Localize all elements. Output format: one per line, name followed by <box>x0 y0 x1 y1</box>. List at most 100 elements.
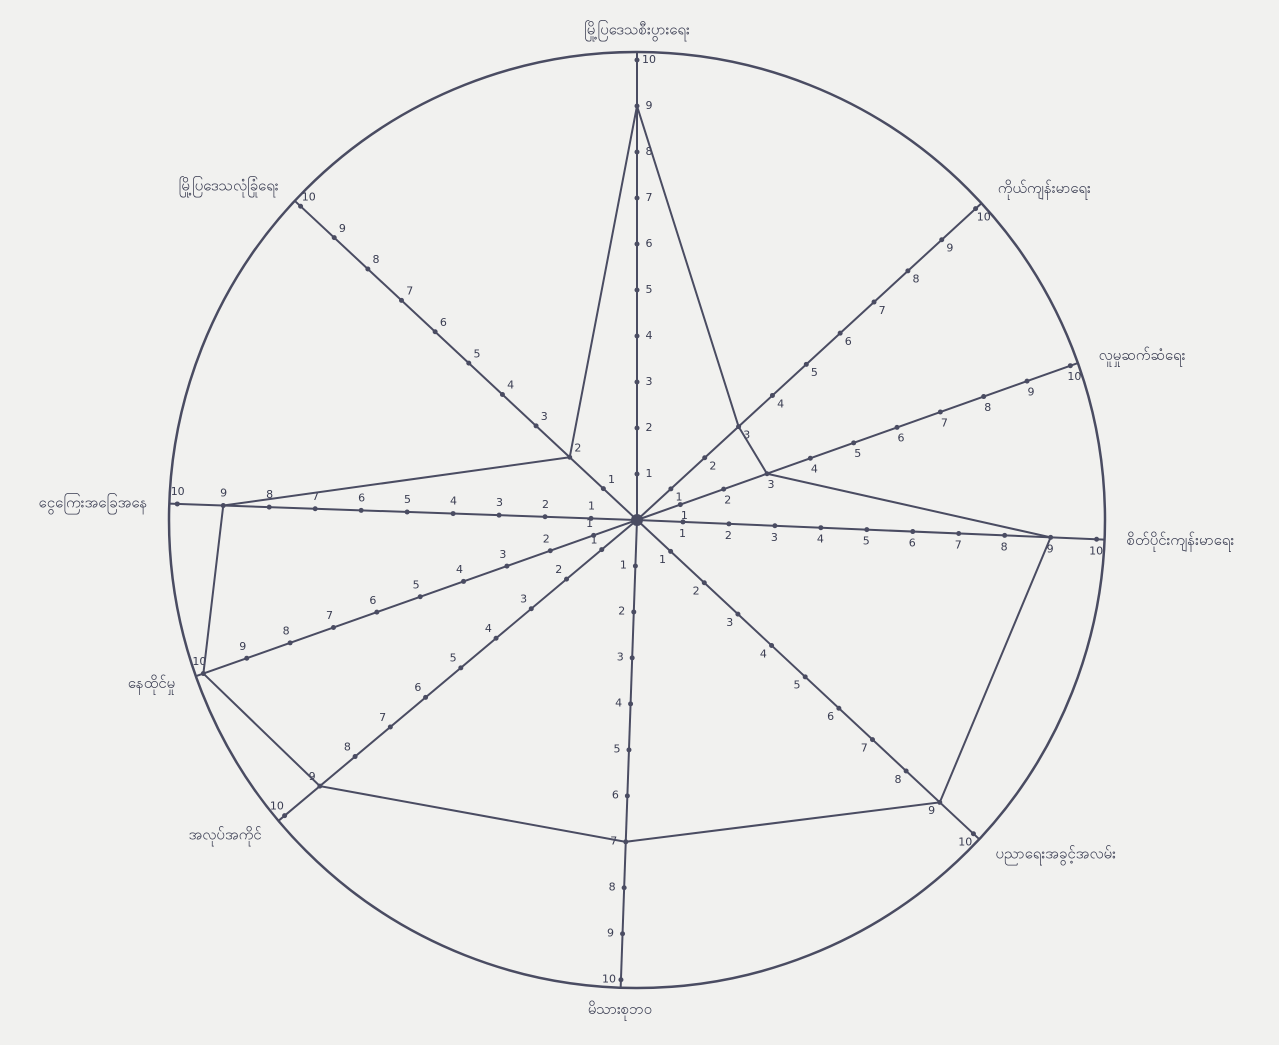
tick-label: 2 <box>725 529 732 542</box>
tick-label: 6 <box>827 710 834 723</box>
tick-mark <box>543 514 548 519</box>
tick-mark <box>267 505 272 510</box>
tick-mark <box>939 237 944 242</box>
tick-mark <box>635 334 640 339</box>
tick-mark <box>359 508 364 513</box>
tick-label: 2 <box>693 585 700 598</box>
data-polygon <box>203 106 1050 842</box>
tick-label: 10 <box>171 485 185 498</box>
tick-label: 1 <box>646 467 653 480</box>
tick-mark <box>451 511 456 516</box>
tick-label: 8 <box>1001 540 1008 553</box>
tick-label: 7 <box>379 711 386 724</box>
tick-label: 3 <box>768 478 775 491</box>
axis-line <box>196 520 637 676</box>
tick-label: 7 <box>955 538 962 551</box>
axis-line <box>169 504 637 520</box>
tick-label: 4 <box>450 495 457 508</box>
axis-line <box>637 203 981 520</box>
tick-label: 9 <box>239 640 246 653</box>
tick-label: 2 <box>543 532 550 545</box>
tick-mark <box>838 331 843 336</box>
tick-label: 5 <box>473 347 480 360</box>
tick-mark <box>461 579 466 584</box>
tick-label: 7 <box>879 304 886 317</box>
tick-mark <box>548 548 553 553</box>
tick-label: 2 <box>542 498 549 511</box>
tick-mark <box>870 737 875 742</box>
tick-label: 7 <box>861 741 868 754</box>
tick-label: 7 <box>406 285 413 298</box>
tick-label: 2 <box>618 605 625 618</box>
tick-label: 5 <box>413 578 420 591</box>
tick-label: 3 <box>726 616 733 629</box>
tick-mark <box>601 486 606 491</box>
axis-line <box>637 520 1105 540</box>
tick-label: 4 <box>507 379 514 392</box>
tick-mark <box>622 885 627 890</box>
tick-label: 5 <box>613 742 620 755</box>
axis-label: မြို့ပြဒေသလုံခြုံရေး <box>179 175 279 197</box>
tick-mark <box>313 506 318 511</box>
tick-label: 2 <box>724 493 731 506</box>
tick-label: 2 <box>709 460 716 473</box>
tick-mark <box>353 754 358 759</box>
tick-mark <box>418 594 423 599</box>
axis-label: လူမှုဆက်ဆံရေး <box>1099 346 1186 367</box>
tick-mark <box>282 813 287 818</box>
axis-label: နေထိုင်မှု <box>128 674 175 695</box>
tick-label: 9 <box>1028 385 1035 398</box>
tick-mark <box>635 58 640 63</box>
tick-label: 6 <box>612 788 619 801</box>
tick-label: 4 <box>817 533 824 546</box>
tick-mark <box>497 513 502 518</box>
tick-label: 9 <box>646 99 653 112</box>
tick-label: 2 <box>646 421 653 434</box>
tick-mark <box>864 527 869 532</box>
tick-label: 7 <box>326 609 333 622</box>
tick-mark <box>626 747 631 752</box>
tick-label: 5 <box>450 652 457 665</box>
axis-line <box>637 520 979 839</box>
tick-mark <box>298 204 303 209</box>
tick-label: 3 <box>541 410 548 423</box>
tick-label: 6 <box>358 491 365 504</box>
tick-label: 1 <box>620 559 627 572</box>
tick-mark <box>635 242 640 247</box>
tick-mark <box>772 523 777 528</box>
tick-mark <box>680 519 685 524</box>
tick-label: 9 <box>928 804 935 817</box>
axis-label: ကိုယ်ကျန်းမာရေး <box>998 179 1091 200</box>
tick-label: 8 <box>283 625 290 638</box>
tick-label: 3 <box>499 548 506 561</box>
tick-mark <box>635 472 640 477</box>
tick-mark <box>589 516 594 521</box>
tick-label: 10 <box>1067 370 1081 383</box>
axis-line <box>621 520 637 988</box>
tick-label: 8 <box>984 401 991 414</box>
tick-mark <box>702 580 707 585</box>
tick-mark <box>668 549 673 554</box>
tick-label: 10 <box>302 191 316 204</box>
tick-label: 4 <box>760 647 767 660</box>
tick-label: 10 <box>977 210 991 223</box>
tick-mark <box>564 577 569 582</box>
tick-label: 6 <box>414 681 421 694</box>
tick-mark <box>466 361 471 366</box>
tick-mark <box>630 655 635 660</box>
tick-mark <box>904 768 909 773</box>
tick-mark <box>405 509 410 514</box>
tick-mark <box>702 455 707 460</box>
tick-label: 6 <box>898 432 905 445</box>
tick-label: 6 <box>440 316 447 329</box>
tick-label: 8 <box>373 253 380 266</box>
tick-label: 10 <box>958 835 972 848</box>
tick-label: 1 <box>679 527 686 540</box>
tick-mark <box>529 606 534 611</box>
axis-label: ငွေကြေးအခြေအနေ <box>39 492 148 514</box>
tick-mark <box>374 610 379 615</box>
axis-label: ပညာရေးအခွင့်အလမ်း <box>995 845 1116 866</box>
tick-mark <box>678 502 683 507</box>
tick-mark <box>628 701 633 706</box>
tick-mark <box>620 931 625 936</box>
